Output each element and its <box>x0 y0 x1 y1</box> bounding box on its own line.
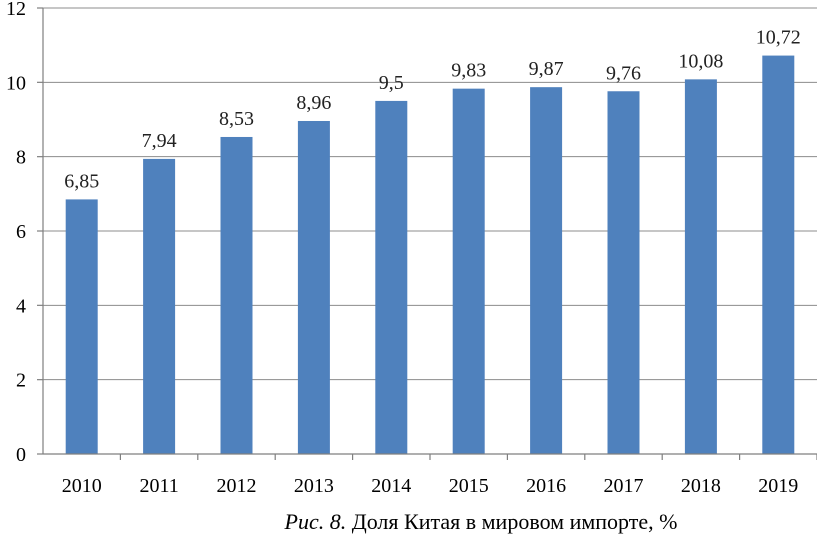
bar <box>143 158 176 454</box>
data-label: 9,83 <box>451 60 486 82</box>
x-tick-label: 2019 <box>758 475 798 497</box>
data-label: 8,53 <box>219 108 254 130</box>
bar <box>762 55 795 454</box>
x-tick-label: 2013 <box>294 475 334 497</box>
y-tick-label: 6 <box>16 221 26 243</box>
bar <box>684 79 717 455</box>
x-tick-label: 2012 <box>217 475 257 497</box>
data-label: 7,94 <box>142 130 177 152</box>
bar <box>530 87 563 454</box>
y-tick-label: 0 <box>16 444 26 466</box>
bar <box>375 100 408 455</box>
bar <box>65 199 98 454</box>
figure-caption: Рис. 8. Доля Китая в мировом импорте, % <box>0 509 817 535</box>
bar <box>607 91 640 455</box>
bar <box>452 88 485 454</box>
y-tick-label: 4 <box>16 295 26 317</box>
data-label: 10,72 <box>756 27 801 49</box>
axes: 0 2 4 6 8 10 12 2010 2011 2012 2013 2014 2015 2016 201… <box>6 0 817 497</box>
x-tick-label: 2014 <box>371 475 411 497</box>
data-label: 6,85 <box>64 170 99 192</box>
y-tick-label: 2 <box>16 370 26 392</box>
data-label: 9,5 <box>379 72 404 94</box>
x-tick-label: 2010 <box>62 475 102 497</box>
x-tick-label: 2017 <box>604 475 644 497</box>
bar <box>297 120 330 454</box>
data-label: 8,96 <box>296 92 331 114</box>
x-tick-label: 2015 <box>449 475 489 497</box>
x-tick-label: 2018 <box>681 475 721 497</box>
bars <box>65 55 795 455</box>
y-tick-label: 10 <box>6 72 26 94</box>
y-tick-label: 12 <box>6 0 26 20</box>
y-tick-label: 8 <box>16 147 26 169</box>
bar <box>220 136 253 455</box>
data-labels: 6,85 7,94 8,53 8,96 9,5 9,83 9,87 9,76 10,08 10,7… <box>64 27 801 193</box>
data-label: 9,76 <box>606 62 641 84</box>
x-tick-label: 2011 <box>139 475 178 497</box>
figure-number: Рис. 8. <box>284 509 347 534</box>
data-label: 10,08 <box>678 50 723 72</box>
caption-text: Доля Китая в мировом импорте, % <box>346 509 678 534</box>
data-label: 9,87 <box>529 58 564 80</box>
x-tick-label: 2016 <box>526 475 566 497</box>
